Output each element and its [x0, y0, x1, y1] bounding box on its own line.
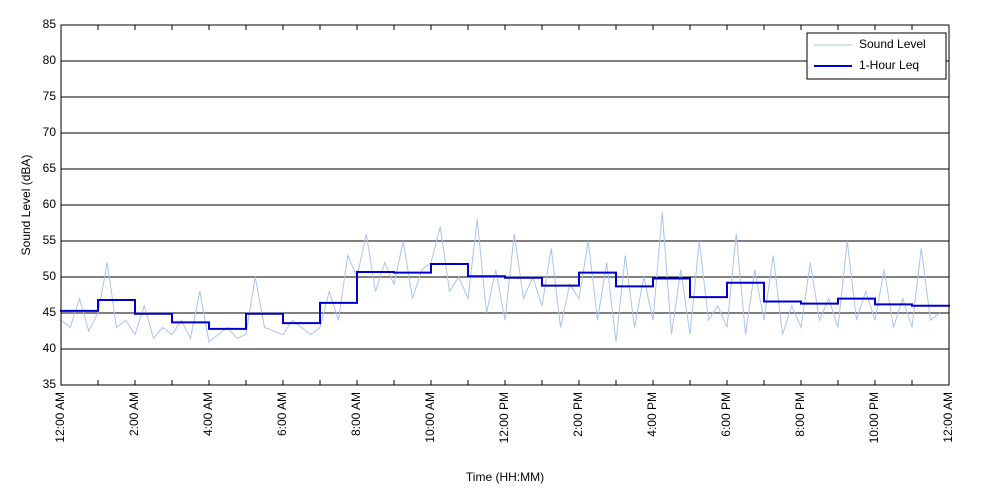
y-axis-label: Sound Level (dBA)	[19, 155, 33, 256]
legend-box	[806, 32, 947, 80]
x-axis-label: Time (HH:MM)	[466, 470, 544, 484]
y-tick-label: 70	[43, 125, 57, 139]
y-tick-label: 55	[43, 233, 57, 247]
legend-label: 1-Hour Leq	[859, 58, 919, 72]
y-tick-label: 85	[43, 17, 57, 31]
series-line	[60, 212, 941, 343]
y-tick-label: 45	[43, 305, 57, 319]
y-tick-label: 50	[43, 269, 57, 283]
x-tick-label: 10:00 AM	[423, 392, 437, 443]
y-tick-label: 60	[43, 197, 57, 211]
x-tick-label: 6:00 AM	[275, 392, 289, 436]
legend-label: Sound Level	[859, 37, 926, 51]
y-tick-label: 40	[43, 341, 57, 355]
x-tick-label: 2:00 AM	[127, 392, 141, 436]
y-tick-label: 35	[43, 377, 57, 391]
x-tick-label: 4:00 AM	[201, 392, 215, 436]
y-tick-label: 80	[43, 53, 57, 67]
x-tick-label: 10:00 PM	[867, 392, 881, 443]
y-tick-label: 65	[43, 161, 57, 175]
x-tick-label: 8:00 PM	[793, 392, 807, 437]
x-tick-label: 12:00 AM	[53, 392, 67, 443]
x-tick-label: 12:00 AM	[941, 392, 955, 443]
plot-frame	[60, 24, 950, 386]
x-tick-label: 2:00 PM	[571, 392, 585, 437]
x-tick-label: 8:00 AM	[349, 392, 363, 436]
x-tick-label: 4:00 PM	[645, 392, 659, 437]
y-tick-label: 75	[43, 89, 57, 103]
x-tick-label: 6:00 PM	[719, 392, 733, 437]
x-tick-label: 12:00 PM	[497, 392, 511, 443]
